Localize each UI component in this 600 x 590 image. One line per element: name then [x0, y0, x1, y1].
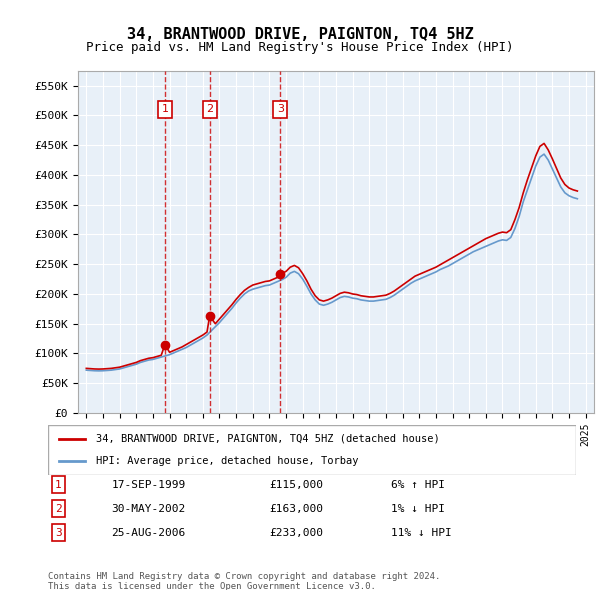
Text: 1% ↓ HPI: 1% ↓ HPI: [391, 504, 445, 514]
Text: 6% ↑ HPI: 6% ↑ HPI: [391, 480, 445, 490]
FancyBboxPatch shape: [48, 425, 576, 475]
Text: 30-MAY-2002: 30-MAY-2002: [112, 504, 185, 514]
Text: £115,000: £115,000: [270, 480, 324, 490]
Text: 2: 2: [206, 104, 213, 114]
Text: Contains HM Land Registry data © Crown copyright and database right 2024.: Contains HM Land Registry data © Crown c…: [48, 572, 440, 581]
Text: £163,000: £163,000: [270, 504, 324, 514]
Text: 3: 3: [55, 527, 62, 537]
Text: Price paid vs. HM Land Registry's House Price Index (HPI): Price paid vs. HM Land Registry's House …: [86, 41, 514, 54]
Text: 25-AUG-2006: 25-AUG-2006: [112, 527, 185, 537]
Text: HPI: Average price, detached house, Torbay: HPI: Average price, detached house, Torb…: [95, 456, 358, 466]
Text: 2: 2: [55, 504, 62, 514]
Text: 34, BRANTWOOD DRIVE, PAIGNTON, TQ4 5HZ (detached house): 34, BRANTWOOD DRIVE, PAIGNTON, TQ4 5HZ (…: [95, 434, 439, 444]
Text: £233,000: £233,000: [270, 527, 324, 537]
Text: 1: 1: [55, 480, 62, 490]
Text: This data is licensed under the Open Government Licence v3.0.: This data is licensed under the Open Gov…: [48, 582, 376, 590]
Text: 34, BRANTWOOD DRIVE, PAIGNTON, TQ4 5HZ: 34, BRANTWOOD DRIVE, PAIGNTON, TQ4 5HZ: [127, 27, 473, 41]
Text: 3: 3: [277, 104, 284, 114]
Text: 17-SEP-1999: 17-SEP-1999: [112, 480, 185, 490]
Text: 1: 1: [161, 104, 169, 114]
Text: 11% ↓ HPI: 11% ↓ HPI: [391, 527, 452, 537]
